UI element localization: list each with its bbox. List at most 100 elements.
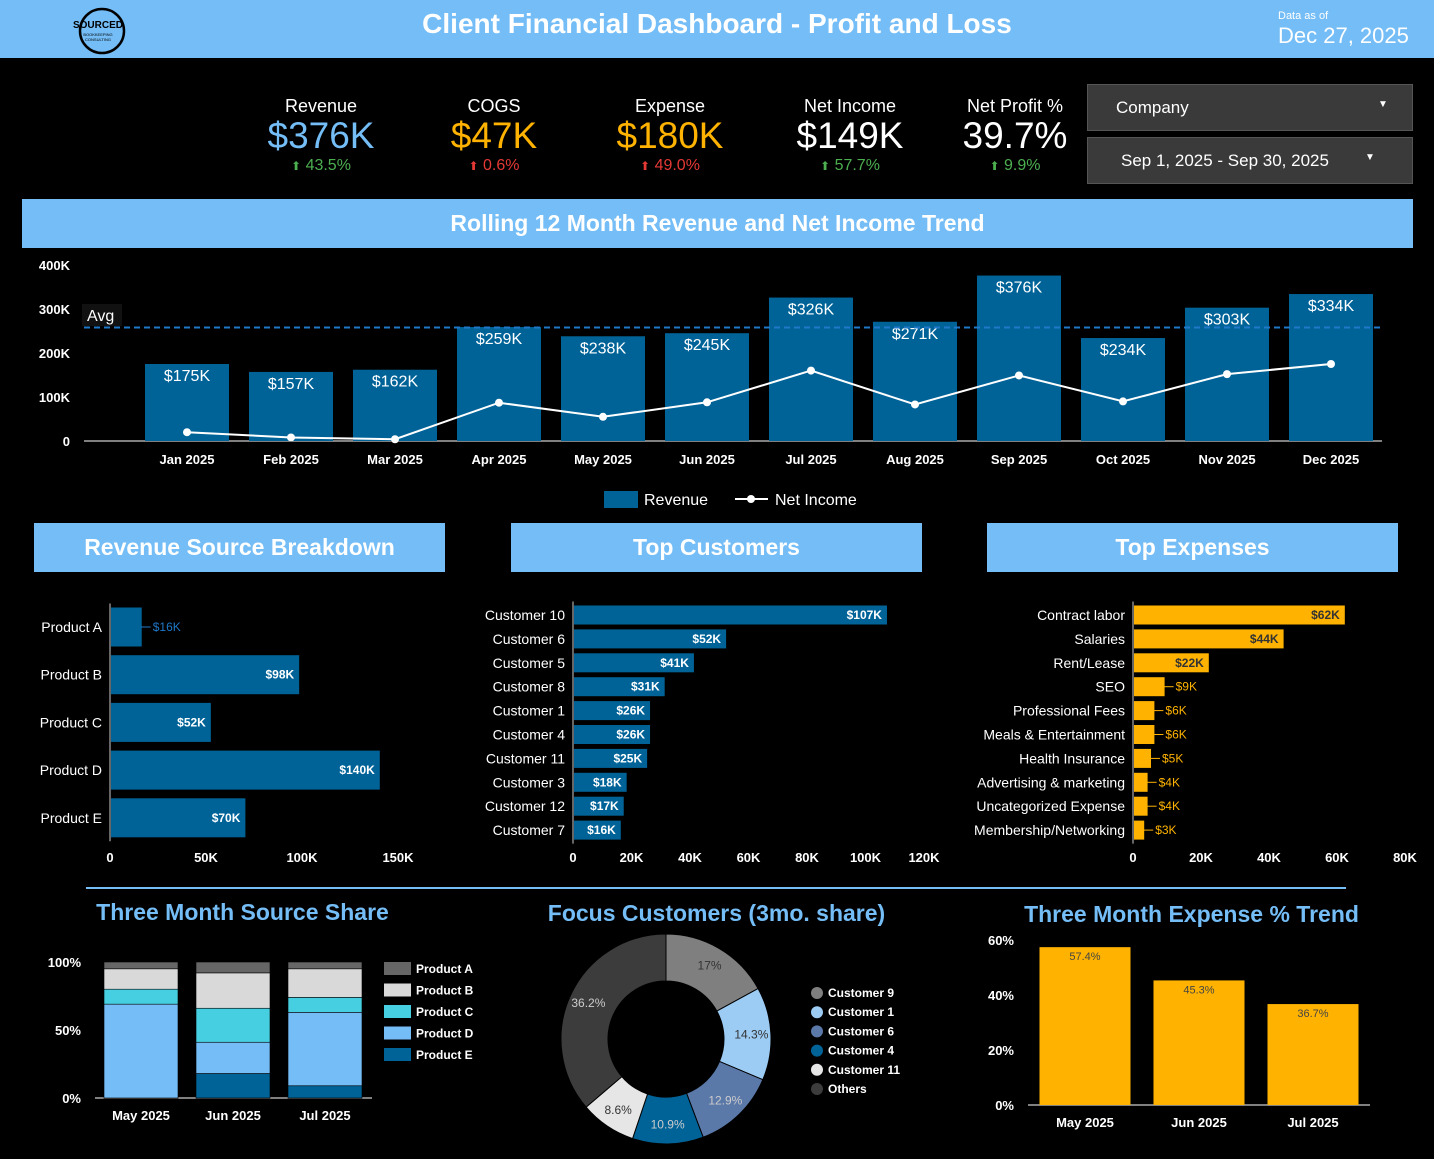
x-tick-label: Nov 2025 (1198, 452, 1255, 467)
bar (1134, 772, 1148, 792)
bar-data-label: $6K (1165, 728, 1186, 742)
bar (574, 701, 651, 721)
net-income-point (1327, 360, 1335, 368)
donut-slice (631, 1092, 704, 1145)
kpi-label: Expense (634, 96, 706, 116)
kpi-change: ⬆ 9.9% (989, 157, 1041, 174)
category-label: Product A (41, 619, 102, 635)
bar (574, 629, 727, 649)
company-filter-dropdown[interactable]: Company ▼ (1087, 84, 1413, 131)
kpi-label: Net Profit % (966, 96, 1064, 116)
kpi-revenue: Revenue $376K ⬆ 43.5% (246, 96, 396, 175)
kpi-cogs: COGS $47K ⬆ 0.6% (419, 96, 569, 175)
bar-data-label: $238K (580, 340, 627, 357)
net-income-point (287, 433, 295, 442)
company-filter-label: Company (1116, 98, 1189, 117)
bar-data-label: 36.7% (1297, 1008, 1328, 1020)
legend-swatch (384, 1005, 411, 1018)
x-tick-label: 40K (1257, 850, 1281, 865)
donut-slice (560, 933, 667, 1108)
stacked-segment (195, 1073, 271, 1099)
net-income-point (495, 398, 503, 407)
bar-data-label: $140K (339, 763, 375, 777)
stacked-segment (103, 1003, 179, 1099)
legend-revenue-label: Revenue (644, 492, 708, 509)
revenue-bar (1289, 294, 1373, 441)
bar-data-label: $41K (660, 656, 689, 670)
category-label: Product B (41, 667, 102, 683)
x-tick-label: Apr 2025 (472, 452, 527, 467)
average-label-bg (82, 304, 122, 326)
bar-data-label: $157K (268, 376, 315, 393)
bar (111, 607, 142, 647)
bar-data-label: $16K (587, 823, 616, 837)
kpi-change: ⬆ 43.5% (291, 157, 351, 174)
x-tick-label: May 2025 (1056, 1115, 1114, 1130)
kpi-value: $47K (450, 115, 538, 156)
svg-text:BOOKKEEPING: BOOKKEEPING (83, 32, 112, 37)
kpi-net-income: Net Income $149K ⬆ 57.7% (775, 96, 925, 175)
svg-text:CONSULTING: CONSULTING (85, 37, 111, 42)
legend-label: Product C (416, 1005, 474, 1019)
y-tick-label: 0% (62, 1091, 81, 1106)
focus-customers-donut: 17% 14.3% 12.9% 10.9% 8.6% 36.2% Customer 9 Cus… (560, 933, 900, 1145)
donut-slice (585, 1075, 649, 1140)
bar (1134, 796, 1148, 816)
category-label: Customer 7 (493, 822, 566, 838)
x-tick-label: 60K (737, 850, 761, 865)
y-tick-label: 200K (39, 346, 71, 361)
slice-data-label: 12.9% (708, 1094, 742, 1108)
category-label: Contract labor (1037, 607, 1125, 623)
y-tick-label: 40% (988, 988, 1014, 1003)
stacked-segment (195, 1007, 271, 1043)
kpi-value: $376K (267, 115, 375, 156)
net-income-point (599, 412, 607, 421)
bar-data-label: $234K (1100, 342, 1147, 359)
bar (1134, 820, 1145, 840)
legend-label: Product E (416, 1048, 473, 1062)
kpi-net-profit: Net Profit % 39.7% ⬆ 9.9% (940, 96, 1090, 175)
x-tick-label: 0 (1129, 850, 1136, 865)
arrow-up-icon: ⬆ (291, 159, 302, 173)
legend-label: Customer 4 (828, 1044, 894, 1058)
category-label: Customer 12 (485, 798, 565, 814)
bar (111, 750, 380, 790)
stacked-segment (287, 997, 363, 1013)
bar-data-label: $31K (631, 680, 660, 694)
bar-data-label: $52K (692, 632, 721, 646)
focus-customers-title: Focus Customers (3mo. share) (547, 900, 886, 926)
category-label: Health Insurance (1019, 750, 1125, 766)
slice-data-label: 8.6% (604, 1103, 632, 1117)
bar-data-label: $259K (476, 331, 523, 348)
bar (574, 820, 621, 840)
stacked-segment (103, 968, 179, 990)
bar-data-label: $162K (372, 374, 419, 391)
stacked-segment (103, 988, 179, 1005)
category-label: Customer 8 (493, 679, 566, 695)
x-tick-label: May 2025 (574, 452, 632, 467)
date-range-picker[interactable]: Sep 1, 2025 - Sep 30, 2025 ▼ (1087, 137, 1413, 184)
slice-data-label: 14.3% (734, 1028, 768, 1042)
y-tick-label: 100K (39, 390, 71, 405)
bar-data-label: $303K (1204, 312, 1251, 329)
legend-net-income-label: Net Income (775, 492, 857, 509)
y-tick-label: 60% (988, 933, 1014, 948)
y-tick-label: 0 (63, 434, 70, 449)
slice-data-label: 17% (698, 958, 722, 972)
legend-label: Product A (416, 962, 473, 976)
kpi-value: $180K (616, 115, 724, 156)
bar (574, 653, 694, 673)
legend-label: Product D (416, 1027, 474, 1041)
legend-label: Others (828, 1082, 867, 1096)
net-income-point (703, 398, 711, 407)
x-tick-label: 120K (908, 850, 940, 865)
revenue-bar (457, 327, 541, 441)
bar (574, 748, 648, 768)
arrow-up-icon: ⬆ (468, 159, 479, 173)
kpi-change: ⬆ 49.0% (640, 157, 700, 174)
stacked-segment (195, 961, 271, 974)
x-tick-label: Jul 2025 (785, 452, 836, 467)
expense-trend-chart: 0% 20% 40% 60% 57.4% May 2025 45.3% Jun 2025 36.… (988, 933, 1370, 1130)
x-tick-label: 50K (194, 850, 218, 865)
category-label: Product C (40, 714, 102, 730)
